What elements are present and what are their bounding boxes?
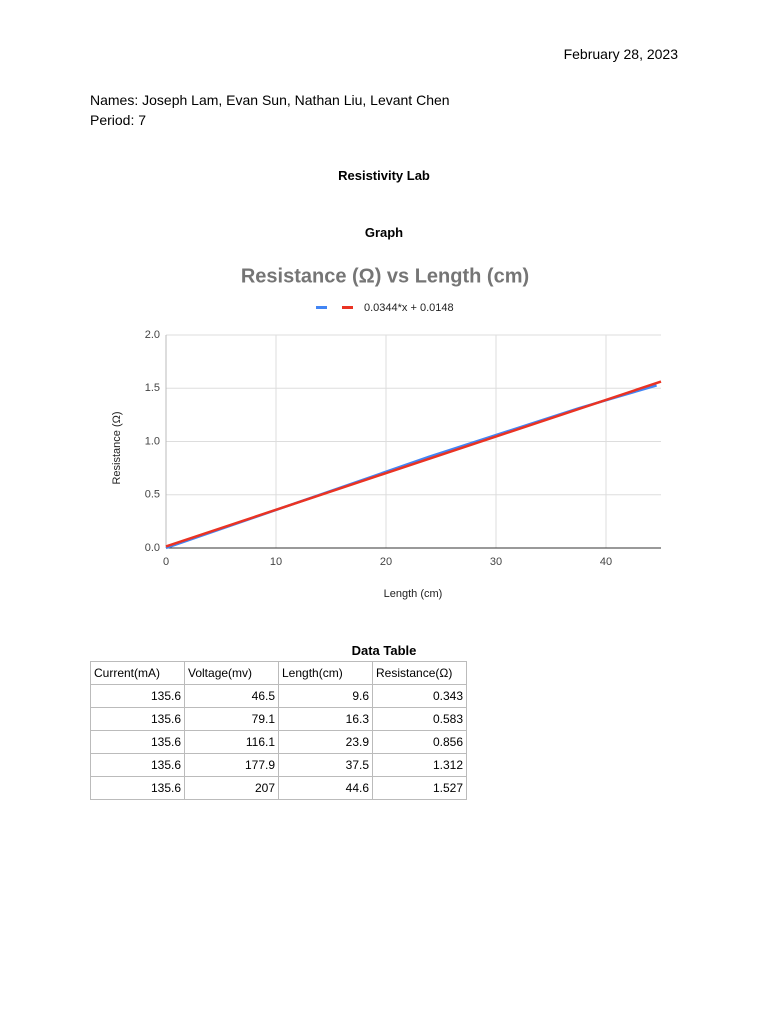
period: Period: 7 xyxy=(90,112,147,128)
chart-title: Resistance (Ω) vs Length (cm) xyxy=(241,265,529,287)
y-tick-label: 0.5 xyxy=(145,489,160,501)
table-cell: 0.343 xyxy=(372,684,467,708)
legend-swatch xyxy=(316,306,327,309)
table-cell: 1.527 xyxy=(372,776,467,800)
legend-label: 0.0344*x + 0.0148 xyxy=(364,302,454,314)
table-cell: 37.5 xyxy=(278,753,373,777)
y-tick-label: 0.0 xyxy=(145,542,160,554)
column-header: Voltage(mv) xyxy=(184,661,279,685)
table-cell: 1.312 xyxy=(372,753,467,777)
table-cell: 135.6 xyxy=(90,730,185,754)
table-row: 135.6 207 44.6 1.527 xyxy=(90,776,467,800)
column-header: Resistance(Ω) xyxy=(372,661,467,685)
table-cell: 135.6 xyxy=(90,753,185,777)
names: Names: Joseph Lam, Evan Sun, Nathan Liu,… xyxy=(90,92,450,108)
table-cell: 116.1 xyxy=(184,730,279,754)
table-row: 135.6 79.1 16.3 0.583 xyxy=(90,707,467,731)
legend-swatch xyxy=(342,306,353,309)
table-cell: 46.5 xyxy=(184,684,279,708)
header-row: Current(mA) Voltage(mv) Length(cm) Resistan… xyxy=(90,661,467,685)
doc-title: Resistivity Lab xyxy=(338,168,430,183)
table-cell: 0.856 xyxy=(372,730,467,754)
table-row: 135.6 116.1 23.9 0.856 xyxy=(90,730,467,754)
table-cell: 79.1 xyxy=(184,707,279,731)
x-tick-label: 40 xyxy=(600,556,612,568)
x-tick-label: 0 xyxy=(163,556,169,568)
column-header: Current(mA) xyxy=(90,661,185,685)
table-cell: 9.6 xyxy=(278,684,373,708)
x-axis-label: Length (cm) xyxy=(384,588,443,600)
table-cell: 135.6 xyxy=(90,707,185,731)
table-cell: 177.9 xyxy=(184,753,279,777)
date: February 28, 2023 xyxy=(563,46,678,62)
table-cell: 44.6 xyxy=(278,776,373,800)
x-tick-label: 20 xyxy=(380,556,392,568)
column-header: Length(cm) xyxy=(278,661,373,685)
table-cell: 135.6 xyxy=(90,684,185,708)
series-line xyxy=(165,384,657,550)
x-tick-label: 10 xyxy=(270,556,282,568)
table-row: 135.6 177.9 37.5 1.312 xyxy=(90,753,467,777)
y-tick-label: 2.0 xyxy=(145,329,160,341)
table-cell: 23.9 xyxy=(278,730,373,754)
table-cell: 16.3 xyxy=(278,707,373,731)
table-cell: 207 xyxy=(184,776,279,800)
x-tick-label: 30 xyxy=(490,556,502,568)
y-tick-label: 1.0 xyxy=(145,435,160,447)
table-title: Data Table xyxy=(351,643,417,658)
data-table: Current(mA) Voltage(mv) Length(cm) Resistan… xyxy=(90,661,467,800)
table-cell: 135.6 xyxy=(90,776,185,800)
y-axis-label: Resistance (Ω) xyxy=(111,411,123,484)
series-line xyxy=(165,380,662,548)
graph-heading: Graph xyxy=(364,225,404,240)
chart: Resistance (Ω) vs Length (cm) Length (cm… xyxy=(111,265,662,600)
table-cell: 0.583 xyxy=(372,707,467,731)
table-row: 135.6 46.5 9.6 0.343 xyxy=(90,684,467,708)
y-tick-label: 1.5 xyxy=(145,382,160,394)
